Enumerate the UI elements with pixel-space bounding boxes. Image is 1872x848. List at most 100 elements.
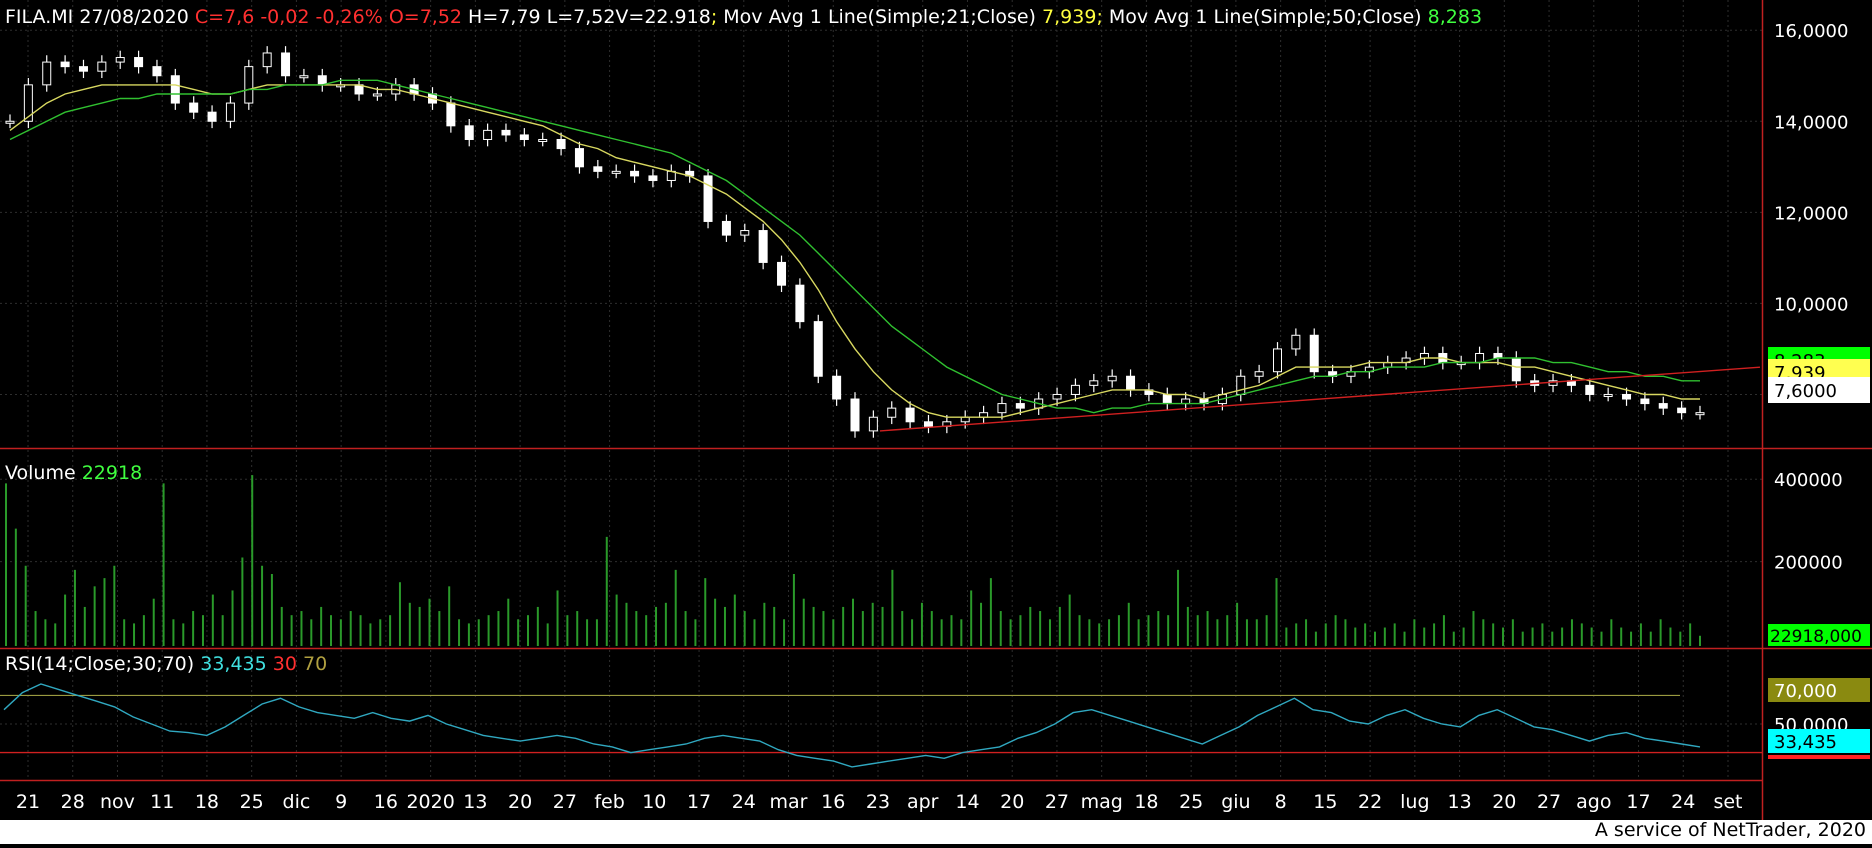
rsi-high-level: 70 (303, 653, 328, 675)
ma50-label: Mov Avg 1 Line(Simple;50;Close) (1108, 6, 1422, 28)
price-tick-label: 14,0000 (1774, 112, 1848, 133)
candle-body (244, 66, 254, 104)
ma21-label: Mov Avg 1 Line(Simple;21;Close) (723, 6, 1036, 28)
candle-body (813, 321, 823, 377)
candle-body (1658, 403, 1668, 409)
time-tick-label: 16 (821, 791, 845, 813)
time-tick-label: 13 (1447, 791, 1471, 813)
volume-tick-label: 200000 (1774, 553, 1843, 574)
candle-body (372, 93, 382, 97)
time-tick-label: ago (1576, 791, 1611, 813)
ma50-line (9, 79, 1700, 414)
time-tick-label: 9 (335, 791, 347, 813)
candle-body (464, 125, 474, 140)
rsi-high-badge: 70,000 (1768, 678, 1870, 702)
candle-body (519, 134, 529, 140)
rsi-high-badge-text: 70,000 (1774, 681, 1837, 702)
candle-body (777, 261, 787, 286)
time-tick-label: 17 (687, 791, 711, 813)
rsi-low-level: 30 (272, 653, 297, 675)
volume-badge-bg (1768, 624, 1870, 646)
rsi-header: RSI(14;Close;30;70) 33,435 30 70 (5, 653, 327, 675)
date-label: 27/08/2020 (79, 6, 189, 28)
candle-body (78, 66, 88, 72)
axis-layer: 16,0000 14,0000 12,0000 10,0000 21 28 nov 11 18 2… (0, 0, 1872, 820)
candle-body (574, 148, 584, 168)
volume-tick-label: 400000 (1774, 470, 1843, 491)
last-price-badge-text: 7,6000 (1774, 381, 1837, 402)
candle-body (758, 230, 768, 263)
price-header: FILA.MI 27/08/2020 C=7,6 -0,02 -0,26% O=… (5, 6, 1482, 28)
rsi-title: RSI(14;Close;30;70) (5, 653, 195, 675)
candle-body (115, 57, 125, 63)
time-tick-label: dic (283, 791, 311, 813)
candle-body (703, 175, 713, 222)
change-value: -0,02 (260, 6, 310, 28)
candle-body (1107, 375, 1117, 382)
candle-body (1640, 398, 1650, 405)
volume-title: Volume (5, 462, 76, 484)
candle-body (501, 129, 511, 136)
rsi-line (3, 683, 1701, 768)
candle-body (1015, 403, 1025, 409)
time-tick-label: 20 (1000, 791, 1024, 813)
volume-badge-text: 22918,000 (1770, 627, 1862, 647)
time-tick-label: giu (1221, 791, 1250, 813)
candle-body (1070, 384, 1080, 395)
candle-body (630, 170, 640, 177)
volume-header: Volume 22918 (5, 462, 142, 484)
low-value: L=7,52 (546, 6, 616, 28)
candle-body (1236, 375, 1246, 395)
time-tick-label: 27 (1537, 791, 1561, 813)
candle-body (225, 102, 235, 122)
candle-body (1622, 393, 1632, 400)
candle-body (538, 138, 548, 142)
rsi-panel (0, 683, 1762, 768)
last-price-badge: 7,6000 (1768, 377, 1870, 403)
time-tick-label: 27 (1045, 791, 1069, 813)
time-tick-label: 2020 (406, 791, 454, 813)
time-tick-label: 18 (1134, 791, 1158, 813)
time-tick-label: 14 (955, 791, 979, 813)
candle-body (1677, 407, 1687, 414)
time-tick-label: 24 (1671, 791, 1695, 813)
candle-body (1181, 398, 1191, 405)
candle-body (97, 61, 107, 72)
candle-body (648, 175, 658, 181)
candle-body (611, 170, 621, 174)
price-tick-label: 12,0000 (1774, 203, 1848, 224)
time-tick-label: 23 (866, 791, 890, 813)
candle-body (868, 416, 878, 432)
time-tick-label: 16 (374, 791, 398, 813)
candle-body (795, 284, 805, 323)
time-tick-label: 8 (1275, 791, 1287, 813)
candle-body (960, 416, 970, 423)
candle-body (740, 230, 750, 236)
separator-semicolon: ; (710, 6, 718, 28)
time-tick-label: 20 (508, 791, 532, 813)
candle-body (1511, 357, 1521, 382)
candle-body (1603, 393, 1613, 397)
candle-body (299, 75, 309, 79)
high-value: H=7,79 (468, 6, 541, 28)
rsi-low-badge (1768, 755, 1870, 759)
time-tick-label: 27 (553, 791, 577, 813)
time-tick-label: 21 (16, 791, 40, 813)
time-tick-label: feb (594, 791, 624, 813)
candle-body (23, 84, 33, 122)
volume-header-value: 22918 (81, 462, 143, 484)
candle-body (262, 52, 272, 68)
candle-body (170, 75, 180, 104)
candle-body (446, 102, 456, 127)
rsi-value: 33,435 (200, 653, 267, 675)
time-tick-label: lug (1400, 791, 1429, 813)
time-tick-label: 11 (150, 791, 174, 813)
time-tick-label: 24 (732, 791, 756, 813)
candle-body (721, 220, 731, 236)
candle-body (134, 57, 144, 68)
candle-body (1309, 334, 1319, 373)
time-tick-label: 18 (195, 791, 219, 813)
separator-semicolon-2: ; (1096, 6, 1103, 28)
